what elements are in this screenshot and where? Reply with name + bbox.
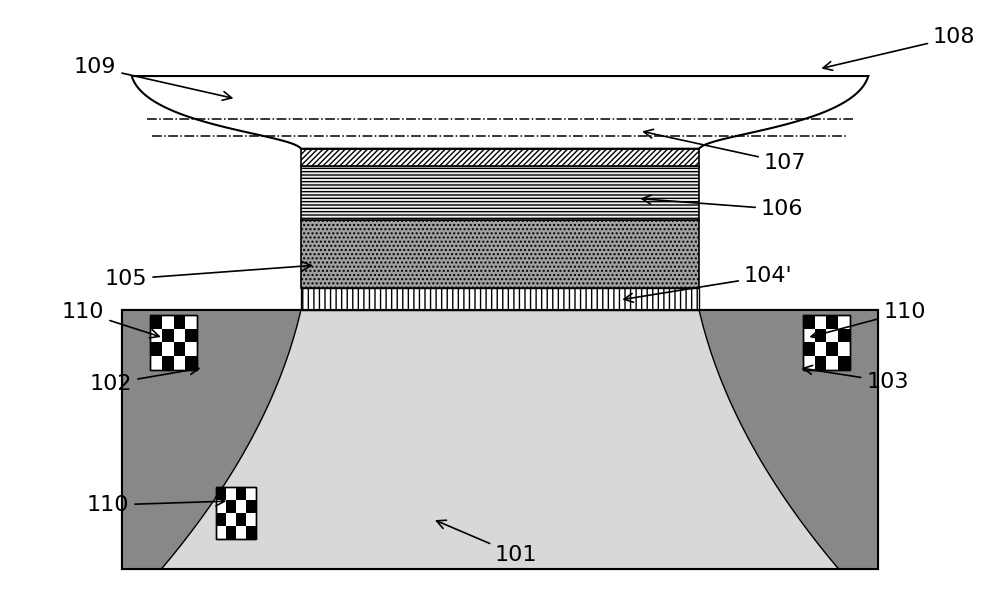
Bar: [216, 487, 226, 500]
Bar: [150, 315, 162, 328]
Polygon shape: [132, 76, 868, 148]
Bar: [826, 315, 838, 328]
Bar: [162, 328, 174, 342]
Bar: [826, 342, 838, 356]
Bar: [301, 148, 699, 165]
Polygon shape: [699, 310, 878, 569]
Bar: [838, 328, 850, 342]
Text: 104': 104': [624, 266, 793, 302]
Bar: [301, 221, 699, 288]
Bar: [803, 342, 815, 356]
Bar: [216, 487, 256, 539]
Bar: [226, 526, 236, 539]
Bar: [216, 487, 256, 539]
Bar: [246, 526, 256, 539]
Text: 102: 102: [90, 365, 199, 394]
Text: 101: 101: [437, 520, 538, 565]
Polygon shape: [122, 310, 878, 569]
Bar: [803, 315, 850, 370]
Bar: [803, 315, 850, 370]
Text: 106: 106: [642, 195, 803, 219]
Bar: [815, 356, 826, 370]
Bar: [246, 500, 256, 513]
Bar: [150, 315, 197, 370]
Bar: [236, 513, 246, 526]
Bar: [174, 315, 185, 328]
Text: 107: 107: [644, 129, 806, 173]
Bar: [301, 288, 699, 310]
Bar: [301, 165, 699, 221]
Bar: [150, 315, 197, 370]
Bar: [803, 315, 815, 328]
Text: 103: 103: [803, 365, 909, 391]
Text: 105: 105: [105, 262, 311, 289]
Bar: [216, 513, 226, 526]
Polygon shape: [162, 310, 838, 569]
Bar: [236, 487, 246, 500]
Text: 110: 110: [811, 302, 926, 339]
Bar: [226, 500, 236, 513]
Bar: [815, 328, 826, 342]
Polygon shape: [122, 310, 301, 569]
Text: 110: 110: [87, 495, 225, 515]
Bar: [185, 328, 197, 342]
Bar: [185, 356, 197, 370]
Text: 110: 110: [62, 302, 159, 338]
Text: 109: 109: [74, 57, 232, 100]
Bar: [150, 342, 162, 356]
Bar: [174, 342, 185, 356]
Text: 108: 108: [823, 27, 976, 70]
Bar: [838, 356, 850, 370]
Bar: [162, 356, 174, 370]
